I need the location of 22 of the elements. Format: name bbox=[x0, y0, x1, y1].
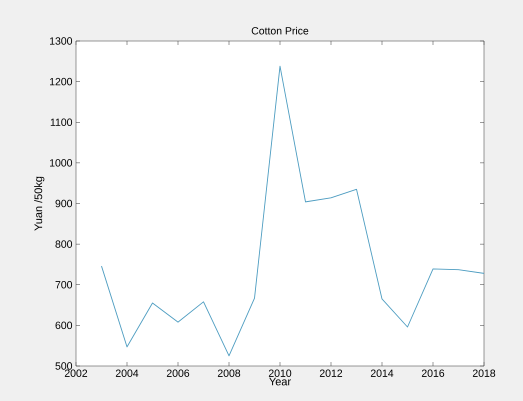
y-axis-title: Yuan /50kg bbox=[34, 176, 44, 231]
x-tick-label: 2006 bbox=[166, 370, 190, 377]
x-tick-label: 2012 bbox=[320, 370, 342, 377]
y-tick-label: 1100 bbox=[50, 118, 72, 126]
x-axis-title: Year bbox=[269, 378, 291, 386]
x-tick-label: 2008 bbox=[218, 370, 240, 377]
x-tick-label: 2014 bbox=[370, 370, 394, 377]
y-tick-label: 1000 bbox=[50, 159, 72, 167]
y-tick-label: 1200 bbox=[50, 78, 72, 86]
x-tick-label: 2004 bbox=[116, 370, 138, 377]
line-series bbox=[101, 66, 484, 356]
y-tick-label: 700 bbox=[56, 281, 72, 288]
y-tick-label: 800 bbox=[55, 240, 72, 248]
chart-title: Cotton Price bbox=[252, 26, 308, 35]
y-tick-label: 500 bbox=[55, 362, 72, 370]
y-tick-label: 900 bbox=[56, 200, 72, 208]
y-tick-label: 600 bbox=[56, 322, 72, 330]
x-tick-label: 2002 bbox=[64, 370, 88, 377]
x-tick-label: 2010 bbox=[268, 370, 292, 377]
y-tick-label: 1300 bbox=[50, 37, 72, 45]
x-tick-label: 2018 bbox=[472, 370, 496, 377]
x-tick-label: 2016 bbox=[422, 370, 444, 377]
